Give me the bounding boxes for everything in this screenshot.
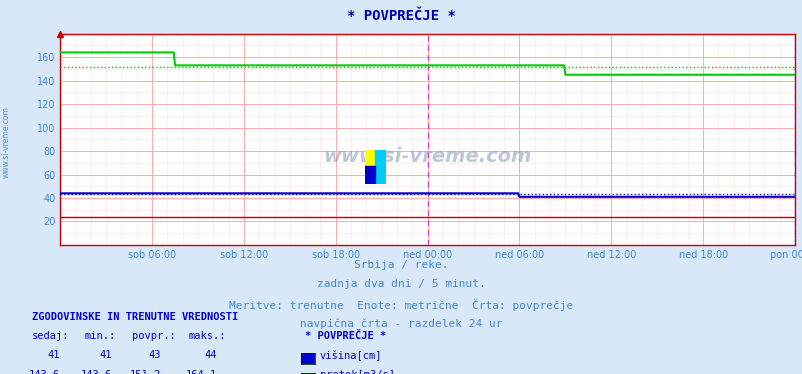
Text: pretok[m3/s]: pretok[m3/s] bbox=[319, 370, 394, 374]
Text: 143,6: 143,6 bbox=[29, 370, 60, 374]
Text: 151,2: 151,2 bbox=[129, 370, 160, 374]
Text: Meritve: trenutne  Enote: metrične  Črta: povprečje: Meritve: trenutne Enote: metrične Črta: … bbox=[229, 299, 573, 311]
Text: 41: 41 bbox=[47, 350, 60, 361]
Text: 43: 43 bbox=[148, 350, 160, 361]
Text: 164,1: 164,1 bbox=[185, 370, 217, 374]
Text: navpična črta - razdelek 24 ur: navpična črta - razdelek 24 ur bbox=[300, 318, 502, 329]
Text: * POVPREČJE *: * POVPREČJE * bbox=[346, 9, 456, 23]
Text: maks.:: maks.: bbox=[188, 331, 226, 341]
Text: 44: 44 bbox=[204, 350, 217, 361]
Text: www.si-vreme.com: www.si-vreme.com bbox=[2, 106, 11, 178]
Text: povpr.:: povpr.: bbox=[132, 331, 176, 341]
Text: Srbija / reke.: Srbija / reke. bbox=[354, 260, 448, 270]
Text: www.si-vreme.com: www.si-vreme.com bbox=[323, 147, 531, 166]
Text: 41: 41 bbox=[99, 350, 112, 361]
Text: min.:: min.: bbox=[84, 331, 115, 341]
Text: zadnja dva dni / 5 minut.: zadnja dva dni / 5 minut. bbox=[317, 279, 485, 289]
Text: 143,6: 143,6 bbox=[81, 370, 112, 374]
Text: ZGODOVINSKE IN TRENUTNE VREDNOSTI: ZGODOVINSKE IN TRENUTNE VREDNOSTI bbox=[32, 312, 238, 322]
Text: višina[cm]: višina[cm] bbox=[319, 350, 382, 361]
Text: * POVPREČJE *: * POVPREČJE * bbox=[305, 331, 386, 341]
Text: sedaj:: sedaj: bbox=[32, 331, 70, 341]
